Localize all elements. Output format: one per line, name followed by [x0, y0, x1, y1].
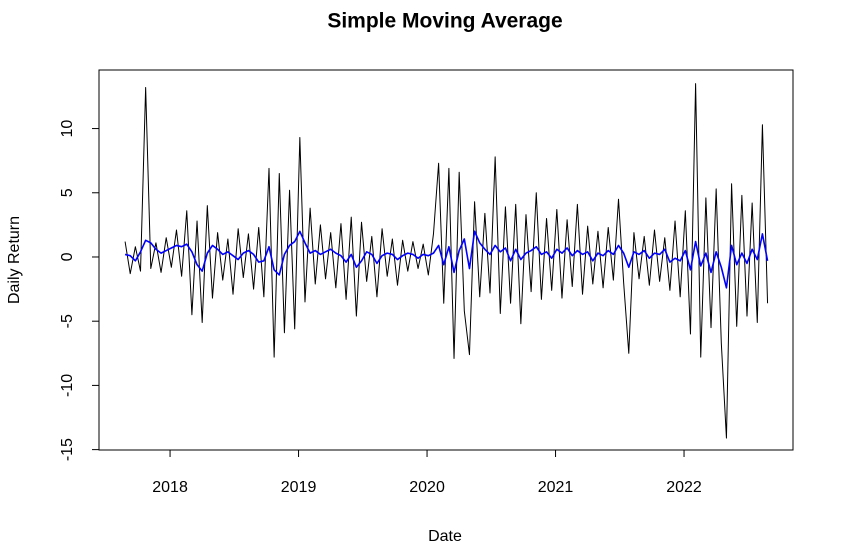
x-axis-label: Date: [428, 528, 462, 545]
series-line: [124, 230, 769, 289]
x-tick-label: 2021: [538, 479, 574, 496]
x-tick-label: 2022: [666, 479, 702, 496]
x-tick-label: 2020: [409, 479, 445, 496]
y-axis-label: Daily Return: [6, 216, 23, 304]
y-tick-label: 0: [59, 252, 76, 261]
x-tick-label: 2018: [152, 479, 188, 496]
x-tick-label: 2019: [281, 479, 317, 496]
chart-title: Simple Moving Average: [327, 10, 562, 33]
y-tick-label: -15: [59, 438, 76, 461]
y-tick-label: 10: [59, 120, 76, 138]
y-tick-label: -10: [59, 374, 76, 397]
y-tick-label: -5: [59, 314, 76, 328]
series-line: [124, 83, 769, 439]
plot-box: [98, 69, 794, 451]
y-tick-label: 5: [59, 188, 76, 197]
